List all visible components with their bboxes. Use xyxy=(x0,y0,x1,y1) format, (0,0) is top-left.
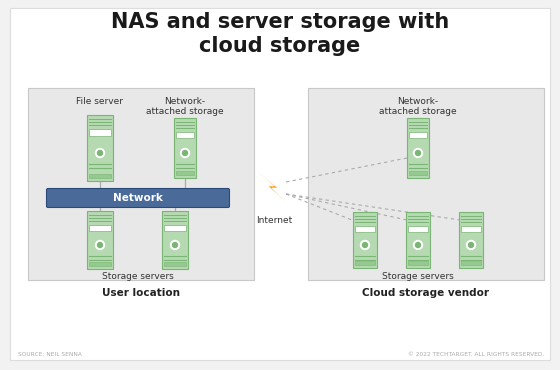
Circle shape xyxy=(416,242,421,248)
FancyBboxPatch shape xyxy=(89,262,111,266)
Text: Network-
attached storage: Network- attached storage xyxy=(146,97,224,117)
FancyBboxPatch shape xyxy=(355,226,375,232)
FancyBboxPatch shape xyxy=(308,88,544,280)
FancyBboxPatch shape xyxy=(176,132,194,138)
FancyBboxPatch shape xyxy=(87,211,113,269)
Circle shape xyxy=(97,242,102,248)
Text: User location: User location xyxy=(102,288,180,298)
FancyBboxPatch shape xyxy=(89,174,111,178)
Text: SOURCE: NEIL SENNA: SOURCE: NEIL SENNA xyxy=(18,353,82,357)
FancyBboxPatch shape xyxy=(46,188,230,208)
FancyBboxPatch shape xyxy=(408,261,428,265)
Circle shape xyxy=(170,240,180,249)
FancyBboxPatch shape xyxy=(28,88,254,280)
FancyBboxPatch shape xyxy=(409,132,427,138)
FancyBboxPatch shape xyxy=(407,118,429,178)
FancyBboxPatch shape xyxy=(406,212,430,268)
Circle shape xyxy=(180,148,189,158)
Circle shape xyxy=(413,240,422,249)
FancyBboxPatch shape xyxy=(459,212,483,268)
FancyBboxPatch shape xyxy=(10,8,550,360)
Text: NAS and server storage with
cloud storage: NAS and server storage with cloud storag… xyxy=(111,13,449,55)
FancyBboxPatch shape xyxy=(89,225,111,231)
Text: Network: Network xyxy=(113,193,163,203)
FancyBboxPatch shape xyxy=(164,225,186,231)
Text: Cloud storage vendor: Cloud storage vendor xyxy=(362,288,489,298)
Circle shape xyxy=(183,151,188,155)
Circle shape xyxy=(416,151,421,155)
FancyBboxPatch shape xyxy=(353,212,377,268)
Circle shape xyxy=(362,242,367,248)
Circle shape xyxy=(96,148,105,158)
Text: Network-
attached storage: Network- attached storage xyxy=(379,97,457,117)
FancyBboxPatch shape xyxy=(461,226,481,232)
Text: File server: File server xyxy=(77,97,124,106)
FancyBboxPatch shape xyxy=(409,171,427,175)
FancyBboxPatch shape xyxy=(164,262,186,266)
FancyBboxPatch shape xyxy=(461,261,481,265)
Circle shape xyxy=(413,148,422,158)
FancyBboxPatch shape xyxy=(162,211,188,269)
FancyBboxPatch shape xyxy=(176,171,194,175)
Text: Storage servers: Storage servers xyxy=(382,272,454,281)
FancyBboxPatch shape xyxy=(174,118,196,178)
Circle shape xyxy=(172,242,178,248)
Circle shape xyxy=(97,151,102,155)
FancyBboxPatch shape xyxy=(355,261,375,265)
FancyBboxPatch shape xyxy=(89,129,111,135)
Polygon shape xyxy=(258,172,286,202)
Circle shape xyxy=(361,240,370,249)
FancyBboxPatch shape xyxy=(87,115,113,181)
Circle shape xyxy=(469,242,474,248)
Text: Internet: Internet xyxy=(256,216,292,225)
Circle shape xyxy=(466,240,475,249)
Text: © 2022 TECHTARGET. ALL RIGHTS RESERVED.: © 2022 TECHTARGET. ALL RIGHTS RESERVED. xyxy=(408,353,544,357)
Text: Storage servers: Storage servers xyxy=(101,272,174,281)
FancyBboxPatch shape xyxy=(408,226,428,232)
Circle shape xyxy=(96,240,105,249)
